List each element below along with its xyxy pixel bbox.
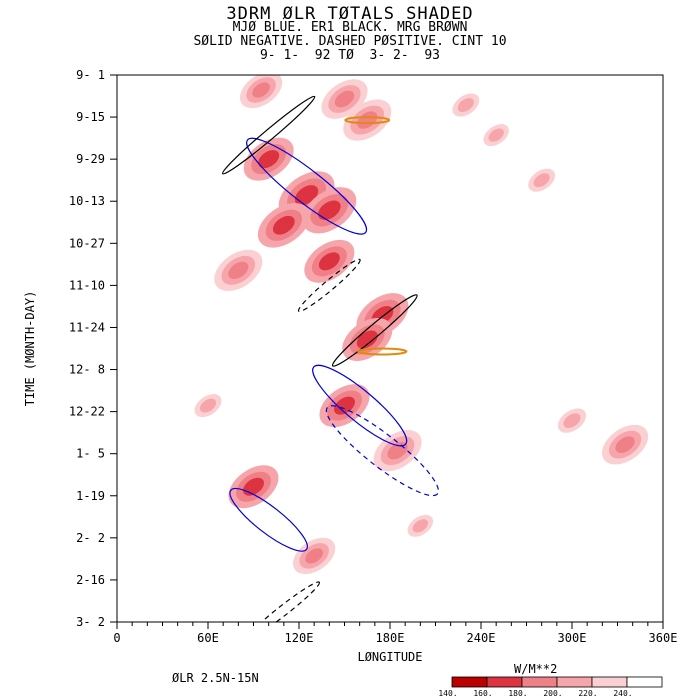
mjo-contour-3 [229,487,308,552]
colorbar-swatch-0 [451,676,488,688]
y-tick-label-0: 9- 1 [76,68,105,82]
plot-area [188,75,649,622]
colorbar-swatch-3 [556,676,593,688]
x-tick-label-6: 360E [649,631,678,645]
y-tick-label-13: 3- 2 [76,615,105,629]
y-axis-label: TIME (MØNTH-DAY) [23,291,37,407]
mjo-contour-1 [246,137,368,235]
y-tick-label-9: 1- 5 [76,447,105,461]
olr-blob-7-level-2 [318,200,341,220]
olr-blob-1-level-2 [334,90,355,108]
mrg-contour-8 [344,116,391,125]
y-tick-label-8: 12-22 [69,405,105,419]
er1-contour-5 [331,294,418,367]
olr-blob-2-level-2 [357,111,378,129]
y-tick-label-7: 12- 8 [69,363,105,377]
colorbar-swatch-5 [626,676,663,688]
olr-blob-10-level-2 [228,261,249,280]
olr-blob-4-level-2 [488,128,504,142]
olr-blob-13-level-2 [333,396,356,415]
x-tick-label-2: 120E [285,631,314,645]
olr-blob-5-level-2 [258,150,280,169]
colorbar-swatch-4 [591,676,628,688]
x-tick-label-0: 0 [113,631,120,645]
y-tick-label-6: 11-24 [69,320,105,334]
olr-blob-20-level-2 [199,398,217,413]
colorbar-label-2: 180. [508,689,527,698]
chart-title: 3DRM ØLR TØTALS SHADED [226,4,474,24]
colorbar-label-3: 200. [543,689,562,698]
y-tick-label-3: 10-13 [69,194,105,208]
y-tick-label-10: 1-19 [76,489,105,503]
x-tick-label-5: 300E [558,631,587,645]
olr-blob-3-level-2 [457,98,474,112]
olr-blob-15-level-2 [242,477,265,496]
x-tick-label-4: 240E [467,631,496,645]
olr-blob-12-level-2 [356,330,378,349]
colorbar-label-4: 220. [578,689,597,698]
olr-blob-21-level-2 [412,519,428,533]
colorbar-label-1: 160. [473,689,492,698]
mjo-contour-2 [325,405,440,497]
mjo-contour-0 [312,364,408,447]
colorbar-swatch-2 [521,676,558,688]
colorbar-units: W/M**2 [514,662,558,676]
y-tick-label-4: 10-27 [69,236,105,250]
y-tick-label-11: 2- 2 [76,531,105,545]
x-tick-label-1: 60E [197,631,219,645]
colorbar-label-0: 140. [438,689,457,698]
mrg-contour-9 [357,347,408,356]
er1-contour-7 [247,581,321,622]
x-axis-label: LØNGITUDE [357,650,422,664]
y-tick-label-1: 9-15 [76,110,105,124]
x-tick-label-3: 180E [376,631,405,645]
chart-subtitle-contours: SØLID NEGATIVE. DASHED PØSITIVE. CINT 10 [193,34,507,49]
y-tick-label-12: 2-16 [76,573,105,587]
er1-contour-6 [297,258,361,312]
er1-contour-4 [221,95,316,175]
olr-blob-18-level-2 [615,436,635,454]
olr-blob-19-level-2 [533,173,550,188]
colorbar-swatch-1 [486,676,523,688]
olr-blob-9-level-2 [318,252,340,271]
y-tick-label-2: 9-29 [76,152,105,166]
olr-blob-16-level-2 [305,548,324,564]
colorbar-label-5: 240. [613,689,632,698]
olr-blob-0-level-2 [252,82,270,98]
chart-subtitle-legend: MJØ BLUE. ER1 BLACK. MRG BRØWN [232,20,468,35]
region-label: ØLR 2.5N-15N [172,671,259,685]
chart-subtitle-period: 9- 1- 92 TØ 3- 2- 93 [259,48,440,63]
olr-blob-8-level-2 [272,215,295,235]
olr-blob-17-level-2 [563,413,581,428]
y-tick-label-5: 11-10 [69,278,105,292]
